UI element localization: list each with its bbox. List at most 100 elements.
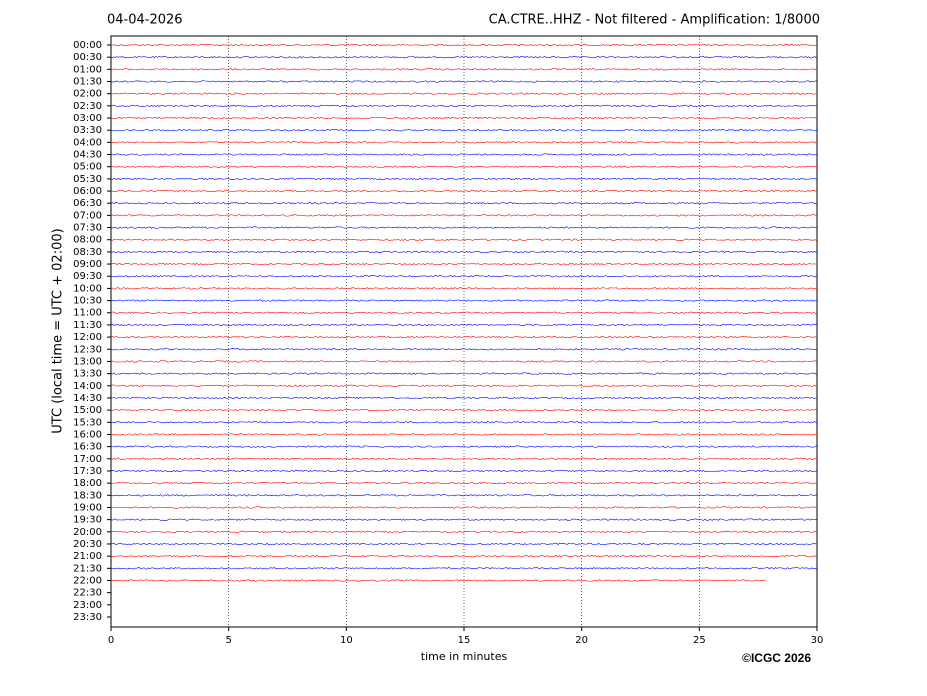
trace (110, 165, 818, 168)
date-title: 04-04-2026 (107, 13, 183, 28)
y-tick-label: 00:00 (73, 40, 102, 51)
y-tick-label: 08:30 (73, 247, 102, 258)
y-tick-label: 12:00 (73, 332, 102, 343)
y-tick-label: 02:30 (73, 101, 102, 112)
y-tick-label: 15:00 (73, 405, 102, 416)
x-tick-label: 0 (108, 635, 114, 646)
trace (110, 214, 818, 217)
y-tick-label: 17:30 (73, 466, 102, 477)
trace (110, 372, 818, 375)
x-tick-label: 5 (225, 635, 231, 646)
y-tick-label: 21:00 (73, 551, 102, 562)
y-tick-label: 03:30 (73, 125, 102, 136)
y-tick-label: 17:00 (73, 454, 102, 465)
trace (110, 506, 818, 509)
trace (110, 55, 818, 59)
credit: ©ICGC 2026 (742, 651, 811, 665)
y-tick-label: 13:00 (73, 356, 102, 367)
trace (110, 408, 818, 412)
y-tick-label: 18:00 (73, 478, 102, 489)
trace (110, 445, 818, 448)
y-tick-label: 20:00 (73, 527, 102, 538)
y-tick-label: 05:30 (73, 174, 102, 185)
trace (110, 421, 818, 424)
y-tick-label: 06:00 (73, 186, 102, 197)
y-tick-label: 09:30 (73, 271, 102, 282)
y-tick-label: 03:00 (73, 113, 102, 124)
y-tick-label: 01:00 (73, 64, 102, 75)
y-tick-label: 04:30 (73, 150, 102, 161)
trace (110, 311, 818, 314)
trace (110, 579, 766, 582)
y-tick-label: 11:00 (73, 308, 102, 319)
chart-title: CA.CTRE..HHZ - Not filtered - Amplificat… (489, 13, 820, 28)
y-tick-label: 06:30 (73, 198, 102, 209)
y-tick-label: 02:00 (73, 89, 102, 100)
trace (110, 469, 818, 473)
y-tick-label: 04:00 (73, 137, 102, 148)
y-tick-label: 05:00 (73, 162, 102, 173)
y-tick-label: 11:30 (73, 320, 102, 331)
trace (110, 554, 818, 558)
trace (110, 457, 818, 460)
trace (110, 129, 818, 132)
y-tick-label: 18:30 (73, 490, 102, 501)
x-tick-label: 25 (693, 635, 706, 646)
y-tick-label: 08:00 (73, 235, 102, 246)
y-tick-label: 09:00 (73, 259, 102, 270)
y-tick-label: 21:30 (73, 563, 102, 574)
y-tick-label: 22:00 (73, 575, 102, 586)
x-tick-label: 10 (340, 635, 353, 646)
trace (110, 348, 818, 351)
y-tick-label: 22:30 (73, 588, 102, 599)
trace (110, 153, 818, 156)
trace (110, 177, 818, 181)
trace (110, 116, 818, 120)
x-tick-label: 20 (575, 635, 588, 646)
y-tick-label: 10:30 (73, 296, 102, 307)
trace (110, 542, 818, 546)
trace (110, 518, 818, 521)
trace (110, 80, 818, 83)
trace (110, 141, 818, 144)
trace (110, 238, 818, 241)
trace (110, 262, 818, 266)
y-tick-label: 14:00 (73, 381, 102, 392)
trace (110, 287, 818, 290)
trace (110, 68, 818, 71)
trace (110, 335, 818, 339)
trace (110, 104, 818, 108)
y-tick-label: 13:30 (73, 369, 102, 380)
trace (110, 202, 818, 205)
trace (110, 481, 818, 485)
trace (110, 226, 818, 229)
plot-frame (110, 35, 818, 628)
trace (110, 43, 818, 47)
y-axis-label: UTC (local time = UTC + 02:00) (51, 228, 66, 433)
trace (110, 189, 818, 193)
trace (110, 250, 818, 254)
y-tick-label: 23:30 (73, 612, 102, 623)
x-axis-label: time in minutes (421, 650, 508, 663)
trace (110, 384, 818, 387)
y-tick-label: 07:00 (73, 210, 102, 221)
x-tick-label: 30 (811, 635, 824, 646)
trace (110, 360, 818, 363)
trace (110, 494, 818, 497)
trace (110, 323, 818, 327)
y-tick-label: 15:30 (73, 417, 102, 428)
y-tick-label: 23:00 (73, 600, 102, 611)
trace (110, 567, 818, 570)
trace (110, 433, 818, 436)
trace (110, 299, 818, 302)
y-tick-label: 12:30 (73, 344, 102, 355)
y-tick-label: 19:00 (73, 502, 102, 513)
trace (110, 275, 818, 278)
y-tick-label: 20:30 (73, 539, 102, 550)
y-tick-label: 19:30 (73, 515, 102, 526)
y-tick-label: 07:30 (73, 223, 102, 234)
y-tick-label: 00:30 (73, 52, 102, 63)
y-tick-label: 10:00 (73, 283, 102, 294)
trace (110, 530, 818, 533)
